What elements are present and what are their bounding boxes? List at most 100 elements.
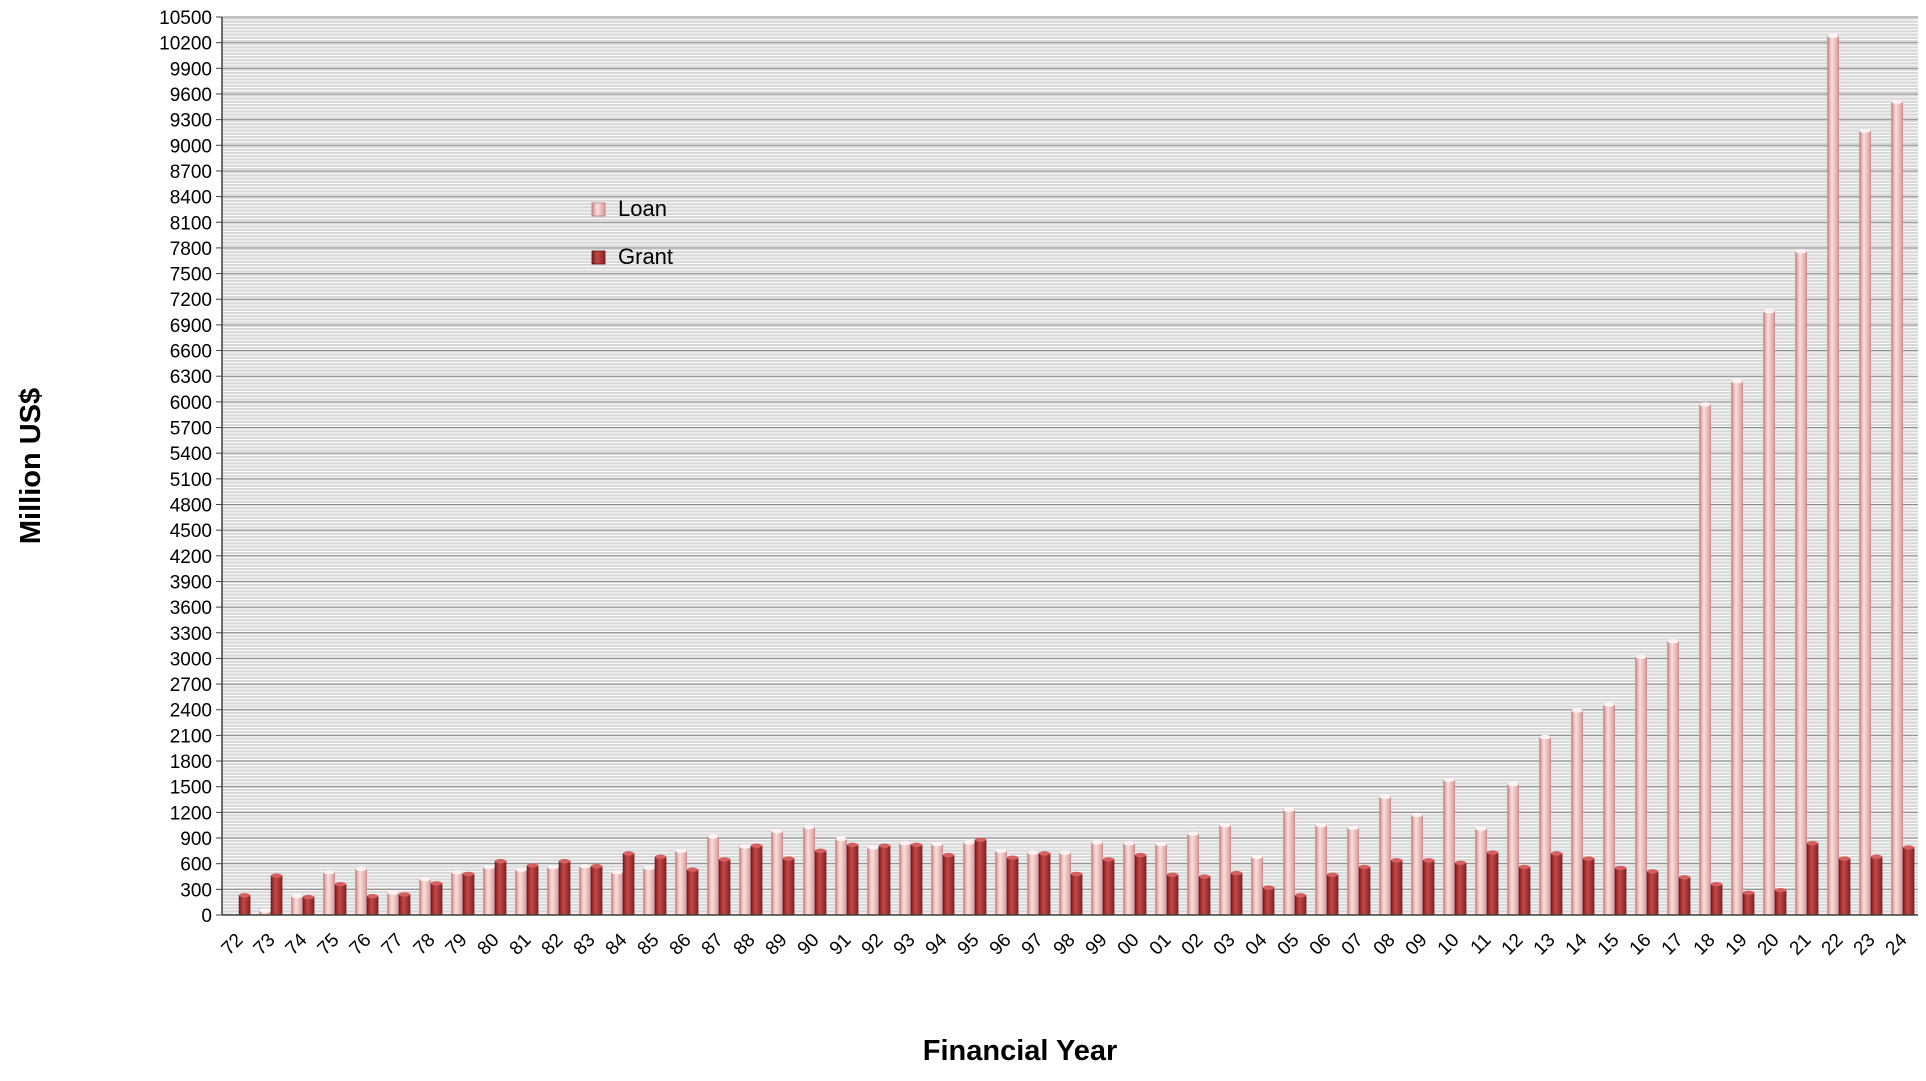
y-tick-label: 300 xyxy=(180,880,212,901)
x-tick-label: 07 xyxy=(1338,930,1368,960)
bar-body xyxy=(1294,895,1307,916)
x-tick-label: 97 xyxy=(1018,930,1048,960)
bar-grant-73 xyxy=(270,873,283,916)
bar-body xyxy=(483,866,495,916)
x-tick-label: 75 xyxy=(314,930,344,960)
bar-loan-92 xyxy=(867,845,879,916)
bar-loan-18 xyxy=(1699,402,1711,916)
x-tick-label: 83 xyxy=(570,930,600,960)
x-tick-label: 80 xyxy=(474,930,504,960)
bar-grant-96 xyxy=(1006,855,1019,916)
y-tick-label: 2700 xyxy=(170,675,212,696)
bar-grant-01 xyxy=(1166,872,1179,916)
y-tick-label: 8400 xyxy=(170,188,212,209)
bar-cap xyxy=(835,836,847,842)
y-tick-label: 2400 xyxy=(170,701,212,722)
bar-grant-93 xyxy=(910,842,923,916)
bar-cap xyxy=(1807,840,1819,846)
bar-body xyxy=(334,883,347,916)
bar-cap xyxy=(1123,840,1135,846)
bar-cap xyxy=(387,890,399,895)
bar-cap xyxy=(1359,864,1371,870)
bar-loan-19 xyxy=(1731,379,1743,916)
bar-body xyxy=(1614,867,1627,916)
x-tick-label: 87 xyxy=(698,930,728,960)
bar-cap xyxy=(1839,856,1851,861)
bar-loan-86 xyxy=(675,848,687,916)
bar-cap xyxy=(1731,379,1743,384)
bar-loan-17 xyxy=(1667,639,1679,916)
bar-body xyxy=(590,865,603,916)
x-tick-label: 14 xyxy=(1562,929,1592,959)
bar-grant-06 xyxy=(1326,872,1339,916)
bar-body xyxy=(515,869,527,916)
bar-body xyxy=(1454,862,1467,916)
bar-body xyxy=(1102,859,1115,916)
bar-cap xyxy=(1027,850,1039,855)
bar-grant-76 xyxy=(366,893,379,916)
bar-cap xyxy=(1155,841,1167,847)
bar-body xyxy=(643,867,655,916)
bar-cap xyxy=(1635,654,1647,659)
bar-cap xyxy=(1603,702,1615,707)
bar-cap xyxy=(483,864,495,870)
bar-loan-83 xyxy=(579,864,591,916)
x-tick-label: 20 xyxy=(1754,930,1784,960)
x-tick-label: 82 xyxy=(538,930,568,960)
bar-grant-86 xyxy=(686,867,699,916)
bar-cap xyxy=(1583,856,1595,861)
bar-cap xyxy=(1455,860,1467,866)
y-tick-label: 8100 xyxy=(170,213,212,234)
bar-cap xyxy=(1699,402,1711,407)
bar-body xyxy=(387,892,399,916)
bar-cap xyxy=(303,894,315,900)
bar-grant-10 xyxy=(1454,860,1467,916)
bar-body xyxy=(1315,824,1327,916)
bar-loan-12 xyxy=(1507,781,1519,916)
bar-loan-76 xyxy=(355,866,367,916)
bar-loan-16 xyxy=(1635,654,1647,916)
bar-body xyxy=(1166,874,1179,916)
bar-loan-08 xyxy=(1379,794,1391,916)
y-tick-label: 7500 xyxy=(170,265,212,286)
bar-cap xyxy=(271,873,283,878)
bar-cap xyxy=(879,843,891,848)
bar-cap xyxy=(867,845,879,850)
bar-cap xyxy=(1487,850,1499,855)
bar-cap xyxy=(355,866,367,872)
bar-body xyxy=(910,844,923,916)
y-tick-label: 6900 xyxy=(170,316,212,337)
x-tick-label: 16 xyxy=(1626,930,1656,960)
bar-body xyxy=(494,860,507,916)
bar-body xyxy=(995,850,1007,916)
y-tick-label: 1800 xyxy=(170,752,212,773)
bar-cap xyxy=(1135,852,1147,858)
bar-cap xyxy=(1859,128,1871,133)
x-tick-label: 02 xyxy=(1178,930,1208,960)
bar-cap xyxy=(1775,887,1787,893)
bar-body xyxy=(1070,873,1083,916)
bar-grant-20 xyxy=(1774,887,1787,916)
bar-loan-89 xyxy=(771,828,783,916)
bar-cap xyxy=(419,876,431,882)
x-tick-label: 21 xyxy=(1786,930,1816,960)
legend-item-loan: Loan xyxy=(591,196,667,221)
bar-grant-13 xyxy=(1550,851,1563,916)
bar-cap xyxy=(1091,840,1103,845)
x-tick-label: 78 xyxy=(410,930,440,960)
bar-cap xyxy=(1251,854,1263,860)
bar-grant-14 xyxy=(1582,856,1595,916)
bar-cap xyxy=(1411,812,1423,818)
bar-loan-95 xyxy=(963,840,975,916)
bar-body xyxy=(1806,842,1819,916)
y-tick-label: 9300 xyxy=(170,111,212,132)
bar-cap xyxy=(1539,734,1551,740)
bar-body xyxy=(1027,852,1039,916)
bar-cap xyxy=(1615,865,1627,871)
x-tick-label: 85 xyxy=(634,930,664,960)
x-tick-label: 11 xyxy=(1467,930,1496,959)
bar-cap xyxy=(963,840,975,845)
x-tick-label: 24 xyxy=(1882,929,1912,959)
bar-loan-85 xyxy=(643,865,655,916)
